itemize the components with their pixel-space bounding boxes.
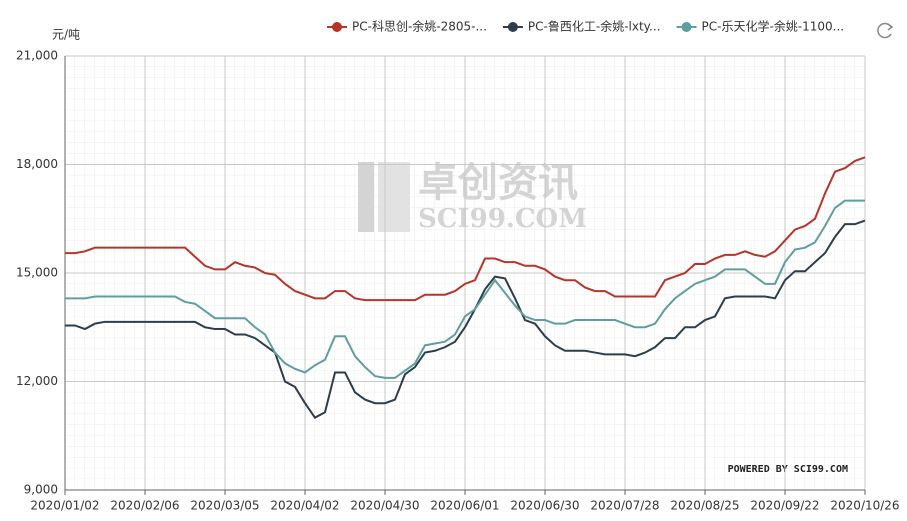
x-tick-label: 2020/03/05 <box>190 499 259 513</box>
x-tick-label: 2020/02/06 <box>110 499 179 513</box>
legend-marker <box>681 22 692 32</box>
refresh-icon[interactable] <box>887 23 894 31</box>
watermark-logo <box>378 162 410 232</box>
credit: POWERED BY SCI99.COM <box>728 464 848 475</box>
y-tick-label: 15,000 <box>16 266 58 280</box>
legend-marker <box>332 22 342 32</box>
legend-label: PC-科思创-余姚-2805-... <box>352 19 487 34</box>
x-tick-label: 2020/01/02 <box>30 499 99 513</box>
y-tick-label: 18,000 <box>16 157 58 171</box>
y-tick-label: 21,000 <box>16 49 58 63</box>
x-tick-label: 2020/10/26 <box>830 499 899 513</box>
watermark: 卓创资讯 SCI99.COM <box>358 160 587 234</box>
legend-item[interactable]: PC-鲁西化工-余姚-lxty... <box>502 19 661 34</box>
x-tick-label: 2020/09/22 <box>750 499 819 513</box>
x-tick-label: 2020/04/30 <box>350 499 419 513</box>
x-tick-label: 2020/07/28 <box>590 499 659 513</box>
watermark-url: SCI99.COM <box>418 204 587 234</box>
refresh-icon[interactable] <box>877 22 892 39</box>
x-tick-label: 2020/04/02 <box>270 499 339 513</box>
legend-item[interactable]: PC-乐天化学-余姚-1100... <box>676 19 845 34</box>
watermark-text: 卓创资讯 <box>418 160 578 206</box>
legend-label: PC-鲁西化工-余姚-lxty... <box>528 19 661 34</box>
series-line <box>65 219 866 419</box>
x-tick-label: 2020/06/30 <box>510 499 579 513</box>
x-tick-label: 2020/06/01 <box>430 499 499 513</box>
refresh-button[interactable] <box>877 22 894 39</box>
series-line <box>65 199 865 379</box>
y-tick-label: 9,000 <box>24 483 58 497</box>
series-line <box>65 156 866 302</box>
legend-label: PC-乐天化学-余姚-1100... <box>702 19 845 34</box>
y-unit: 元/吨 <box>52 28 80 42</box>
x-tick-label: 2020/08/25 <box>670 499 739 513</box>
legend-item[interactable]: PC-科思创-余姚-2805-... <box>327 19 487 34</box>
y-tick-label: 12,000 <box>16 374 58 388</box>
watermark-logo <box>358 162 374 232</box>
legend-marker <box>507 22 518 32</box>
